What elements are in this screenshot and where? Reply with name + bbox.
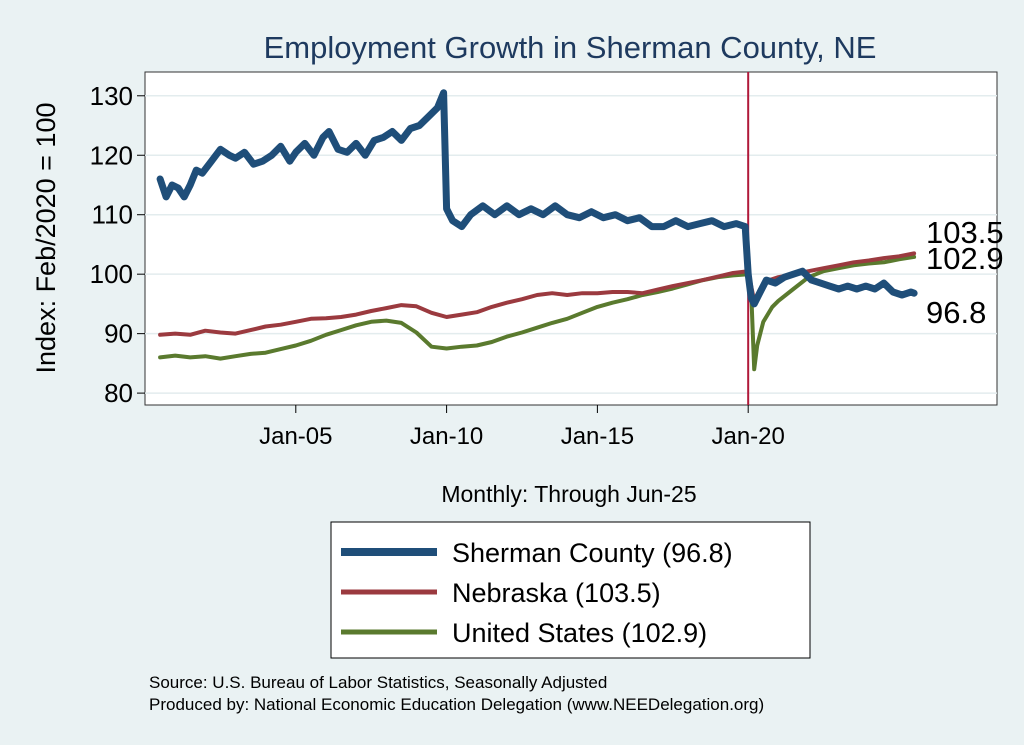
y-tick-label: 80 [104, 378, 133, 408]
plot-area [144, 71, 998, 406]
series-line-sherman-county [156, 89, 918, 308]
x-tick-label: Jan-05 [259, 423, 332, 450]
source-line-2: Produced by: National Economic Education… [149, 695, 764, 714]
axis-layer: 80 90 100 110 120 130 Jan-05 Jan-10 Jan-15 Jan-20 [90, 81, 785, 450]
legend-label: United States (102.9) [452, 618, 707, 648]
end-label-united-states: 102.9 [926, 241, 1004, 276]
y-tick-label: 90 [104, 319, 133, 349]
y-axis-label: Index: Feb/2020 = 100 [31, 103, 61, 374]
y-tick-label: 100 [90, 259, 133, 289]
chart-title: Employment Growth in Sherman County, NE [264, 30, 877, 65]
end-label-nebraska: 103.5 [926, 215, 1004, 250]
series-layer [156, 72, 918, 405]
legend: Sherman County (96.8) Nebraska (103.5) Uni… [330, 521, 811, 659]
source-line-1: Source: U.S. Bureau of Labor Statistics,… [149, 673, 607, 692]
y-tick-label: 130 [90, 81, 133, 111]
legend-label: Nebraska (103.5) [452, 578, 661, 608]
x-tick-label: Jan-20 [711, 423, 784, 450]
end-label-sherman-county: 96.8 [926, 295, 986, 330]
x-tick-label: Jan-10 [410, 423, 483, 450]
y-tick-label: 110 [92, 200, 133, 230]
series-line-united-states [158, 254, 917, 372]
legend-items: Sherman County (96.8) Nebraska (103.5) Uni… [341, 538, 733, 648]
legend-label: Sherman County (96.8) [452, 538, 733, 568]
x-tick-label: Jan-15 [561, 423, 634, 450]
y-tick-label: 120 [90, 140, 133, 170]
x-axis-label: Monthly: Through Jun-25 [441, 481, 696, 507]
